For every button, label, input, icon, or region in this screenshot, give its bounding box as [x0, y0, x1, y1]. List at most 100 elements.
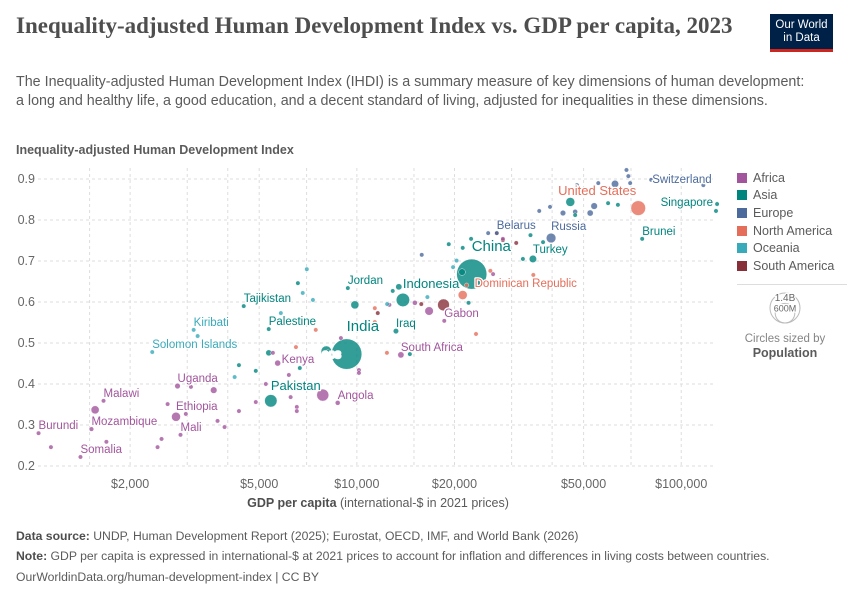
data-point[interactable]: [487, 268, 493, 274]
data-point[interactable]: [466, 300, 471, 306]
data-point[interactable]: [457, 290, 468, 300]
data-point[interactable]: [372, 319, 378, 325]
owid-logo[interactable]: Our World in Data: [770, 14, 833, 52]
legend-item-asia[interactable]: Asia: [737, 187, 847, 205]
data-point-singapore[interactable]: [713, 208, 719, 214]
data-point-turkey[interactable]: [529, 255, 537, 263]
data-point[interactable]: [424, 306, 434, 316]
data-point[interactable]: [183, 411, 189, 417]
data-point[interactable]: [627, 180, 633, 186]
data-point-laos[interactable]: [325, 349, 331, 355]
data-point[interactable]: [295, 280, 301, 286]
data-point-burundi[interactable]: [36, 430, 41, 436]
data-point[interactable]: [611, 180, 619, 188]
data-point[interactable]: [560, 210, 566, 217]
data-point-switzerland[interactable]: [648, 177, 654, 183]
data-point[interactable]: [572, 212, 578, 218]
data-point[interactable]: [574, 182, 580, 188]
data-point[interactable]: [395, 283, 403, 291]
data-point-angola[interactable]: [335, 400, 341, 406]
data-point-south-africa[interactable]: [397, 351, 405, 359]
data-point-indonesia[interactable]: [396, 293, 410, 307]
data-point[interactable]: [437, 298, 450, 311]
data-point-somalia[interactable]: [78, 454, 83, 460]
data-point[interactable]: [90, 405, 100, 415]
data-point[interactable]: [454, 258, 459, 263]
data-point[interactable]: [528, 232, 533, 238]
data-point[interactable]: [188, 384, 194, 390]
data-point-kenya[interactable]: [274, 359, 281, 367]
data-point[interactable]: [565, 197, 575, 207]
data-point-belarus[interactable]: [494, 230, 500, 236]
data-point[interactable]: [294, 404, 300, 410]
data-point-china[interactable]: [456, 258, 487, 290]
data-point-solomon-islands[interactable]: [149, 349, 155, 355]
data-point-malawi[interactable]: [101, 398, 106, 404]
data-point[interactable]: [624, 167, 629, 173]
data-point[interactable]: [468, 236, 474, 242]
data-point[interactable]: [390, 288, 396, 294]
data-point-jordan[interactable]: [345, 285, 351, 291]
data-point[interactable]: [253, 399, 259, 405]
data-point[interactable]: [450, 264, 456, 270]
data-point[interactable]: [288, 394, 294, 400]
data-point-united-states[interactable]: [630, 200, 646, 216]
data-point[interactable]: [155, 444, 160, 450]
data-point[interactable]: [286, 372, 292, 378]
data-point[interactable]: [412, 300, 418, 306]
data-point[interactable]: [530, 272, 536, 278]
data-point[interactable]: [210, 386, 218, 394]
legend-item-south-america[interactable]: South America: [737, 257, 847, 275]
data-point[interactable]: [605, 200, 611, 206]
data-point[interactable]: [278, 310, 284, 316]
data-point[interactable]: [300, 290, 306, 296]
data-point[interactable]: [418, 301, 424, 307]
legend-item-oceania[interactable]: Oceania: [737, 239, 847, 257]
data-point[interactable]: [293, 344, 299, 350]
data-point[interactable]: [195, 333, 201, 339]
data-point[interactable]: [48, 444, 54, 450]
data-point[interactable]: [714, 201, 720, 207]
legend-item-africa[interactable]: Africa: [737, 169, 847, 187]
data-source-text[interactable]: UNDP, Human Development Report (2025); E…: [93, 529, 579, 543]
data-point[interactable]: [700, 182, 706, 188]
data-point[interactable]: [304, 266, 310, 272]
data-point[interactable]: [625, 173, 631, 179]
data-point[interactable]: [424, 294, 430, 300]
data-point[interactable]: [615, 202, 621, 208]
data-point-pakistan[interactable]: [264, 394, 278, 408]
data-point[interactable]: [338, 335, 344, 341]
data-point[interactable]: [375, 310, 381, 316]
data-point-kiribati[interactable]: [191, 327, 197, 333]
data-point[interactable]: [313, 327, 319, 333]
data-point-iraq[interactable]: [393, 328, 399, 334]
data-point[interactable]: [384, 350, 390, 356]
data-point[interactable]: [263, 381, 269, 387]
source-link[interactable]: OurWorldinData.org/human-development-ind…: [16, 570, 320, 584]
data-point[interactable]: [103, 439, 109, 445]
data-point[interactable]: [215, 418, 220, 424]
data-point[interactable]: [595, 180, 601, 186]
data-point[interactable]: [407, 351, 413, 357]
data-point[interactable]: [513, 240, 519, 246]
data-point[interactable]: [458, 268, 466, 276]
data-point[interactable]: [536, 208, 542, 214]
data-point[interactable]: [294, 408, 300, 414]
legend-item-north-america[interactable]: North America: [737, 222, 847, 240]
data-point[interactable]: [270, 350, 276, 356]
data-point-dominican-republic[interactable]: [464, 282, 470, 288]
data-point-mali[interactable]: [178, 432, 183, 438]
data-point[interactable]: [520, 256, 526, 262]
data-point-gabon[interactable]: [441, 318, 447, 324]
data-point[interactable]: [485, 230, 491, 236]
data-point[interactable]: [500, 236, 506, 242]
data-point-india[interactable]: [331, 338, 362, 370]
data-point[interactable]: [236, 362, 242, 368]
data-point[interactable]: [356, 370, 362, 376]
data-point[interactable]: [384, 301, 390, 307]
data-point[interactable]: [490, 271, 496, 277]
data-point-palestine[interactable]: [266, 326, 272, 332]
data-point-uganda[interactable]: [174, 383, 181, 390]
data-point[interactable]: [419, 252, 425, 258]
